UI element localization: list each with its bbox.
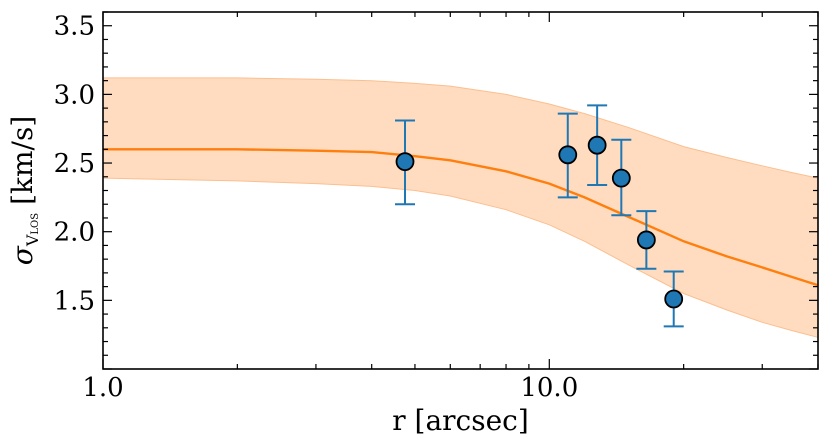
x-axis-label: r [arcsec] — [392, 404, 529, 437]
data-marker — [558, 145, 578, 165]
x-tick-label: 1.0 — [82, 373, 123, 403]
plot-area — [103, 77, 818, 338]
y-axis-subscript: V — [23, 234, 42, 247]
y-tick-label: 1.5 — [54, 286, 95, 316]
data-marker — [611, 168, 631, 188]
data-point — [611, 138, 632, 217]
model-uncertainty-band — [103, 77, 818, 338]
plot-content — [103, 77, 818, 338]
model-curve — [103, 148, 818, 287]
tick-labels: 1.5 2.0 2.5 3.0 3.5 1.0 10.0 — [54, 12, 579, 403]
y-tick-label: 3.0 — [54, 80, 95, 110]
data-marker — [395, 152, 415, 172]
y-axis-symbol: σ — [6, 245, 39, 265]
data-marker — [636, 230, 656, 250]
data-marker — [664, 289, 684, 309]
data-point — [395, 119, 416, 206]
data-point — [663, 270, 684, 328]
y-tick-label: 2.0 — [54, 218, 95, 248]
y-axis-label: σVLOS [km/s] — [6, 116, 42, 266]
axis-ticks — [102, 11, 819, 370]
data-point — [557, 112, 578, 199]
y-axis-subscript-small: LOS — [30, 213, 41, 235]
data-point — [636, 210, 657, 270]
svg-text:σVLOS[km/s]: σVLOS [km/s] — [6, 116, 42, 266]
y-axis-units: [km/s] — [6, 116, 39, 205]
data-marker — [587, 135, 607, 155]
x-tick-label: 10.0 — [520, 373, 578, 403]
y-tick-label: 3.5 — [54, 12, 95, 42]
data-point — [587, 104, 608, 187]
y-tick-label: 2.5 — [54, 149, 95, 179]
